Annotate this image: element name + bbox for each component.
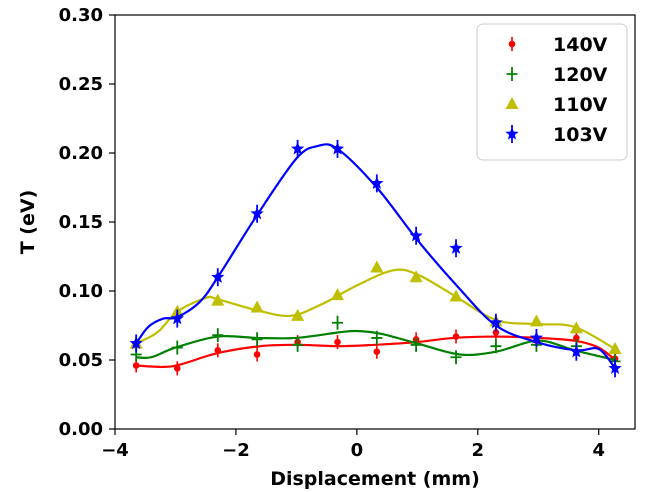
x-tick-label: 2 [472,440,485,461]
legend-entry-103v: 103V [505,124,608,146]
legend-entry-140v: 140V [508,34,608,56]
legend-marker-110v [505,97,519,109]
series-120v-point [450,350,462,365]
x-tick-label: 4 [592,440,605,461]
series-120v-point [371,330,383,345]
y-tick-label: 0.15 [59,212,103,233]
series-120v-fit-line [136,329,616,362]
x-tick-label: 0 [351,440,364,461]
legend-label-103v: 103V [553,124,608,146]
x-tick-label: −4 [101,440,129,461]
series-110v-point [449,289,463,302]
series-120v-point [171,340,183,355]
series-110v-point [529,314,543,327]
plot-area [129,139,622,378]
legend-entry-120v: 120V [506,64,608,86]
series-110v-point [331,288,345,301]
y-tick-label: 0.25 [59,74,103,95]
x-axis-label: Displacement (mm) [270,468,480,490]
legend-label-110v: 110V [553,94,608,116]
series-103v [129,139,622,378]
y-tick-label: 0.20 [59,143,103,164]
legend: 140V 120V 110V 103V [476,23,628,161]
series-110v-point [291,308,305,321]
y-tick-label: 0.10 [59,281,103,302]
legend-marker-120v [506,67,518,81]
series-110v-point [608,341,622,354]
series-110v-point [569,321,583,334]
series-110v [129,260,622,354]
series-110v-point [409,270,423,283]
series-120v-point [292,337,304,352]
series-120v-point [212,328,224,343]
y-axis-label: T (eV) [17,190,39,255]
series-140v-fit-line [136,335,616,369]
y-tick-label: 0.00 [59,419,103,440]
series-110v-point [250,300,264,313]
legend-frame [476,23,628,161]
legend-label-120v: 120V [553,64,608,86]
legend-label-140v: 140V [553,34,608,56]
series-120v-point [251,332,263,347]
x-tick-label: −2 [222,440,250,461]
legend-entry-110v: 110V [505,94,608,116]
axis-ticks: −4 −2 0 2 4 0.00 0.05 0.10 0.15 0.20 0.25 0.30 [59,5,605,461]
series-120v-point [490,339,502,354]
y-tick-label: 0.30 [59,5,103,26]
series-120v-point [332,315,344,330]
series-110v-point [370,260,384,273]
y-tick-label: 0.05 [59,350,103,371]
series-110v-point [211,293,225,306]
series-120v-point [410,337,422,352]
